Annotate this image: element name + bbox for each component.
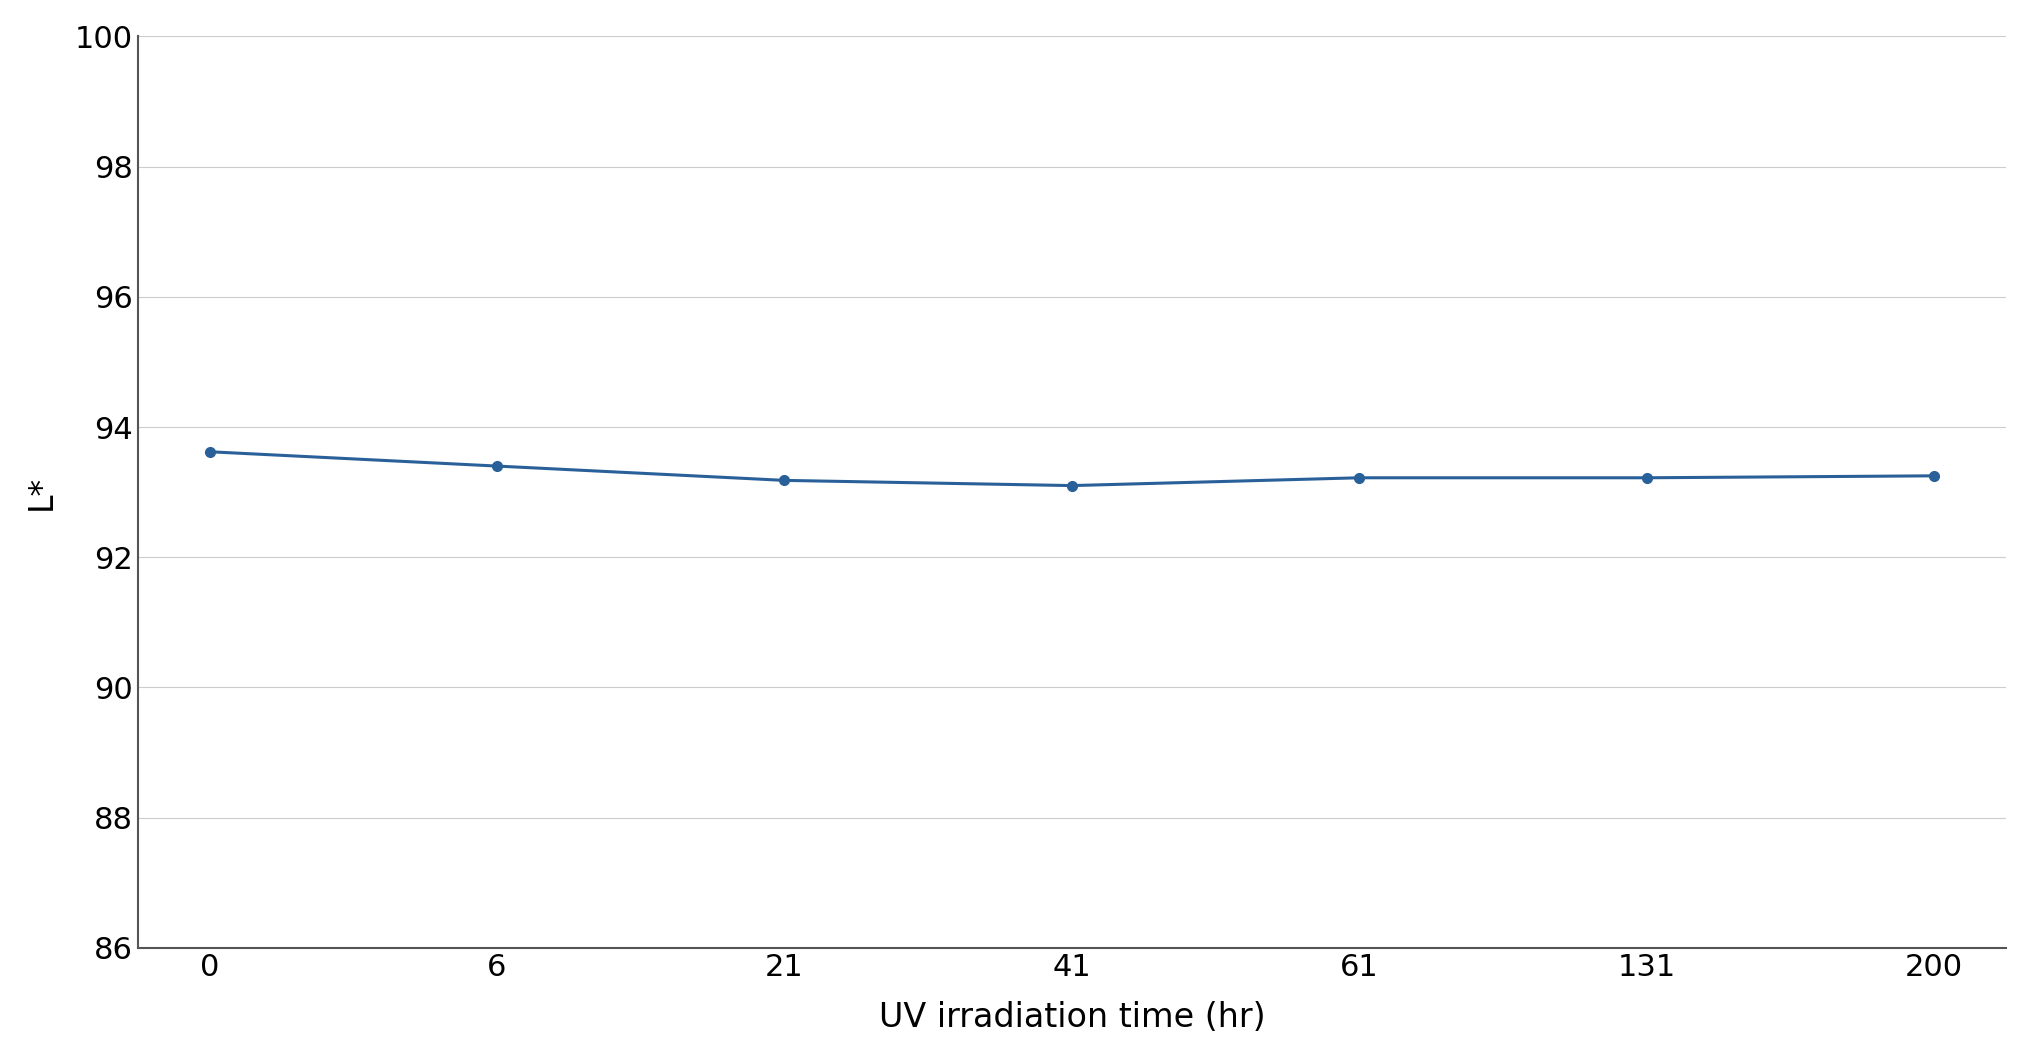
Y-axis label: L*: L* bbox=[24, 474, 59, 509]
X-axis label: UV irradiation time (hr): UV irradiation time (hr) bbox=[879, 1001, 1265, 1034]
